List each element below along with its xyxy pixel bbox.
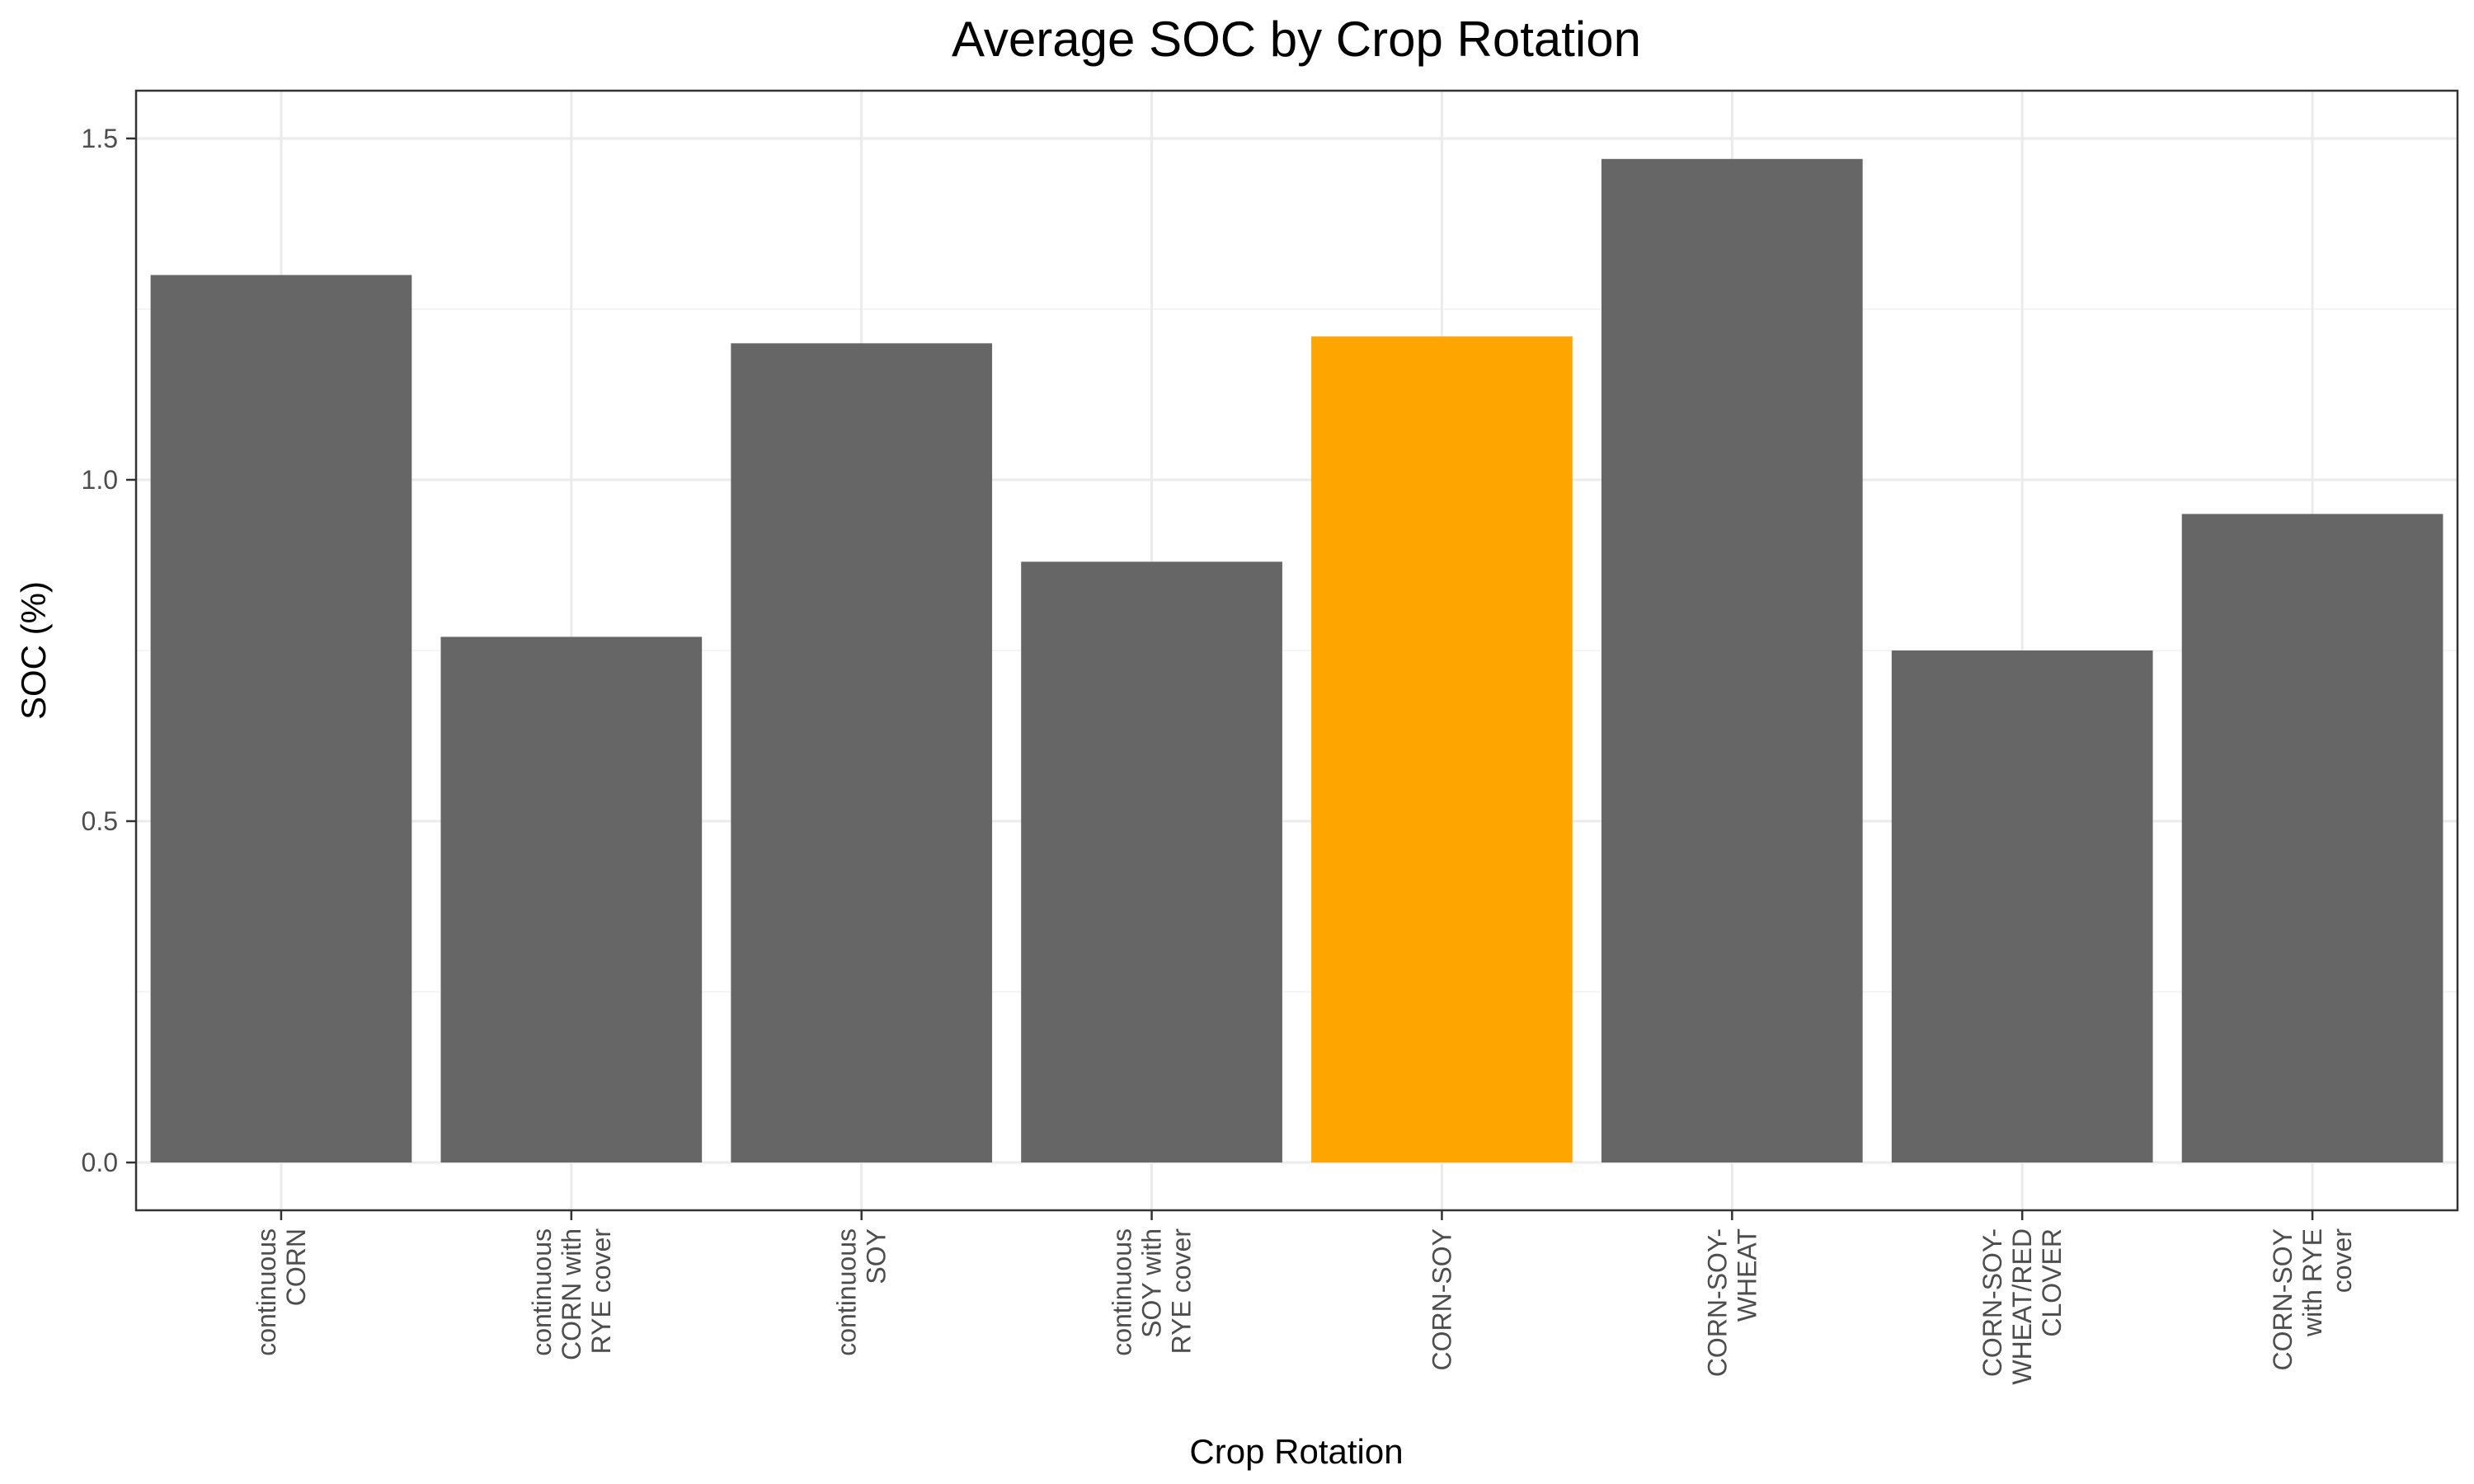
bars xyxy=(150,158,2443,1163)
panel-border xyxy=(134,89,2459,1212)
bar-corn-soy-with-rye-cover xyxy=(2181,514,2443,1163)
x-tick-label-line: WHEAT/RED xyxy=(2007,1228,2037,1385)
x-tick-label-line: cover xyxy=(2327,1228,2357,1294)
x-axis: continuous CORN continuous CORN with RYE cov… xyxy=(252,1210,2357,1385)
bar-continuous-corn-with-rye-cover xyxy=(440,636,703,1163)
bar-continuous-soy xyxy=(731,343,993,1163)
bar-continuous-corn xyxy=(150,275,412,1163)
x-tick-label-line: RYE cover xyxy=(586,1228,616,1355)
x-tick-label-line: CORN-SOY- xyxy=(1702,1228,1732,1377)
x-tick-label-line: continuous xyxy=(527,1228,557,1356)
y-tick-label: 0.0 xyxy=(82,1148,118,1177)
x-tick-label: CORN-SOY- WHEAT xyxy=(1702,1228,1761,1377)
x-tick-label-line: WHEAT xyxy=(1732,1228,1761,1322)
x-tick-label-line: SOY xyxy=(862,1228,891,1284)
x-tick-label-line: continuous xyxy=(832,1228,862,1356)
y-axis: 0.0 0.5 1.0 1.5 xyxy=(82,124,136,1177)
x-tick-label-line: with RYE xyxy=(2298,1228,2327,1337)
x-tick-label-line: RYE cover xyxy=(1167,1228,1197,1355)
x-tick-label-line: CORN-SOY- xyxy=(1978,1228,2007,1377)
chart-title: Average SOC by Crop Rotation xyxy=(952,12,1641,67)
y-axis-title: SOC (%) xyxy=(14,581,53,720)
bar-corn-soy-wheat-red-clover xyxy=(1891,650,2153,1163)
x-tick-label-line: continuous xyxy=(1108,1228,1137,1356)
x-tick-label: continuous SOY with RYE cover xyxy=(1108,1228,1197,1356)
y-tick-label: 1.5 xyxy=(82,124,118,153)
y-tick-label: 1.0 xyxy=(82,465,118,495)
x-tick-label-line: continuous xyxy=(252,1228,281,1356)
x-tick-label-line: CORN-SOY xyxy=(2268,1228,2298,1370)
bar-continuous-soy-with-rye-cover xyxy=(1021,561,1282,1163)
bar-corn-soy-wheat xyxy=(1601,158,1863,1163)
x-tick-label-line: CORN with xyxy=(557,1228,586,1360)
x-tick-label: CORN-SOY with RYE cover xyxy=(2268,1228,2357,1371)
x-tick-label-line: CLOVER xyxy=(2037,1228,2067,1337)
x-tick-label: continuous SOY xyxy=(832,1228,891,1356)
x-tick-label: continuous CORN with RYE cover xyxy=(527,1228,616,1360)
y-tick-label: 0.5 xyxy=(82,806,118,836)
x-tick-label: CORN-SOY xyxy=(1427,1228,1456,1370)
x-tick-label: continuous CORN xyxy=(252,1228,311,1356)
x-tick-label: CORN-SOY- WHEAT/RED CLOVER xyxy=(1978,1228,2067,1385)
x-tick-label-line: SOY with xyxy=(1137,1228,1167,1338)
x-tick-label-line: CORN xyxy=(281,1228,311,1306)
x-axis-title: Crop Rotation xyxy=(1189,1432,1403,1471)
x-tick-label-line: CORN-SOY xyxy=(1427,1228,1456,1370)
bar-corn-soy xyxy=(1311,336,1573,1163)
